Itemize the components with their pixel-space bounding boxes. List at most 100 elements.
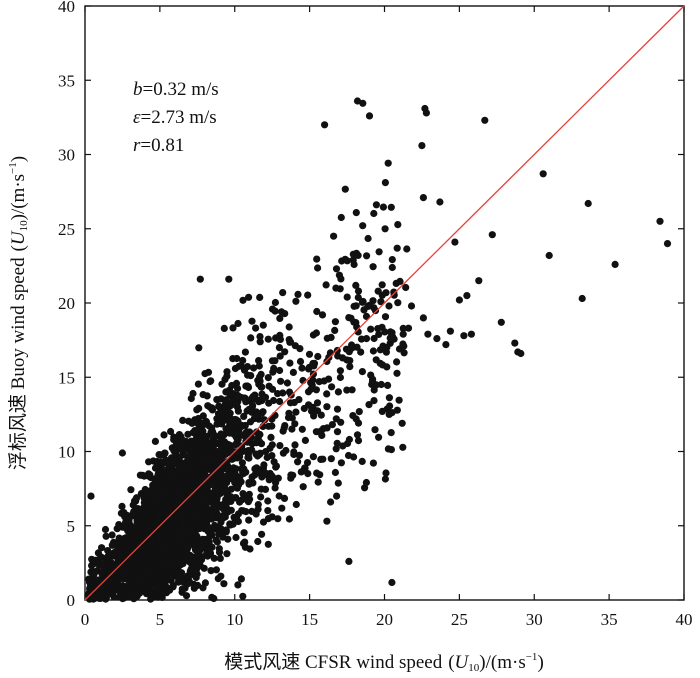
data-point — [399, 443, 407, 451]
data-point — [254, 537, 262, 546]
data-point — [290, 450, 298, 459]
data-point — [481, 116, 489, 124]
data-point — [193, 406, 201, 414]
data-point — [129, 510, 137, 518]
data-point — [268, 357, 276, 365]
data-point — [365, 401, 373, 409]
data-point — [388, 256, 396, 264]
data-point — [346, 363, 354, 371]
data-point — [382, 469, 390, 477]
data-point — [216, 480, 224, 488]
y-tick-label: 40 — [58, 0, 75, 16]
data-point — [212, 525, 220, 533]
data-point — [184, 467, 192, 475]
data-point — [206, 545, 214, 553]
data-point — [189, 389, 197, 398]
data-point — [163, 459, 171, 467]
data-point — [336, 367, 344, 375]
data-point — [258, 383, 266, 391]
data-point — [245, 516, 253, 524]
data-point — [212, 536, 220, 544]
data-point — [279, 289, 287, 297]
data-point — [252, 413, 260, 421]
data-point — [271, 484, 279, 492]
data-point — [359, 222, 367, 230]
data-point — [388, 329, 396, 337]
y-tick-label: 20 — [58, 294, 75, 313]
data-point — [223, 405, 231, 413]
data-point — [217, 525, 225, 533]
data-point — [361, 484, 369, 492]
data-point — [175, 489, 183, 498]
data-point — [353, 97, 362, 105]
data-point — [343, 386, 351, 394]
data-point — [271, 298, 279, 307]
y-tick-label: 0 — [67, 591, 76, 610]
data-point — [272, 479, 280, 487]
data-point — [190, 465, 198, 473]
data-point — [323, 424, 331, 432]
data-point — [282, 446, 290, 455]
data-point — [222, 465, 230, 473]
data-point — [182, 592, 191, 600]
data-point — [206, 377, 214, 386]
data-point — [292, 500, 300, 509]
data-point — [187, 528, 195, 536]
data-point — [240, 366, 249, 374]
data-point — [319, 455, 327, 463]
data-point — [286, 359, 294, 367]
data-point — [255, 357, 263, 365]
data-point — [166, 573, 174, 581]
data-point — [379, 203, 387, 211]
data-point — [339, 442, 347, 450]
data-point — [372, 201, 380, 209]
data-point — [305, 350, 314, 358]
data-point — [223, 474, 231, 482]
data-point — [133, 553, 141, 561]
data-point — [384, 159, 392, 167]
data-point — [446, 327, 454, 335]
data-point — [175, 431, 183, 439]
data-point — [393, 244, 401, 252]
data-point — [234, 581, 242, 589]
data-point — [223, 550, 231, 558]
data-point — [304, 291, 312, 299]
data-point — [475, 277, 483, 285]
data-point — [455, 296, 463, 304]
data-point — [228, 381, 236, 390]
data-point — [246, 418, 255, 426]
data-point — [157, 567, 165, 576]
data-point — [225, 275, 233, 283]
data-point — [133, 494, 141, 502]
data-point — [241, 348, 249, 356]
data-point — [285, 515, 293, 523]
data-point — [365, 112, 374, 120]
data-point — [221, 411, 230, 419]
data-point — [192, 573, 200, 582]
data-point — [217, 518, 225, 526]
data-point — [296, 345, 304, 353]
y-tick-label: 35 — [58, 71, 75, 90]
data-point — [402, 283, 410, 292]
data-point — [148, 570, 156, 578]
data-point — [185, 446, 194, 454]
data-point — [170, 447, 178, 455]
data-point — [259, 467, 267, 475]
data-point — [267, 433, 275, 441]
data-point — [252, 324, 260, 332]
data-point — [195, 525, 204, 533]
data-point — [90, 593, 98, 601]
data-point — [327, 498, 335, 506]
data-point — [201, 498, 209, 506]
x-tick-label: 5 — [156, 610, 165, 629]
data-point — [403, 245, 411, 253]
data-point — [264, 335, 272, 343]
axis-ticks: 0 5 10 15 20 25 30 35 40 0 5 10 15 20 25 30 35 40 — [58, 0, 693, 629]
bias-stat: b=0.32 m/s — [133, 79, 219, 100]
data-point — [272, 462, 280, 470]
data-point — [388, 263, 396, 272]
data-point — [215, 548, 224, 556]
data-point — [323, 403, 331, 411]
data-point — [148, 589, 156, 597]
data-point — [244, 383, 253, 392]
